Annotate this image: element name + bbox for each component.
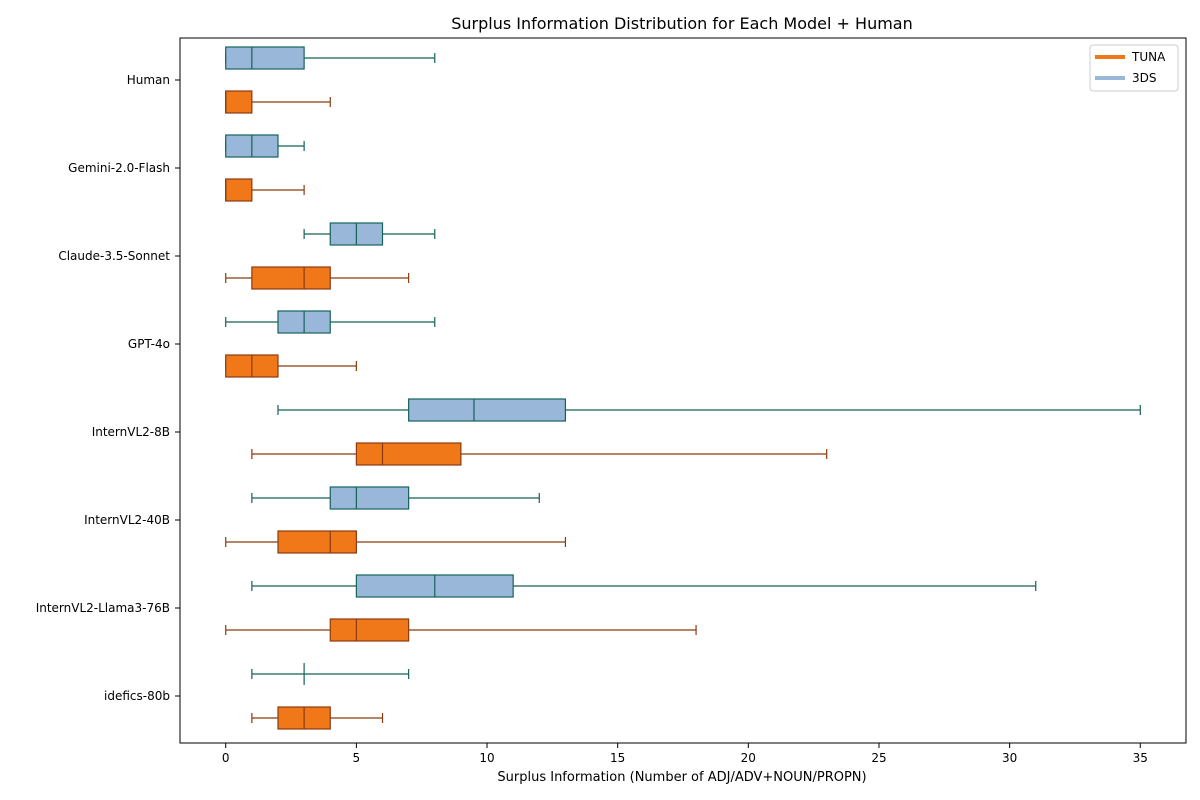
- box-iqr: [329, 618, 410, 642]
- y-tick-label: Claude-3.5-Sonnet: [58, 249, 170, 263]
- box-3ds-4: [277, 398, 1141, 422]
- x-tick-label: 35: [1133, 751, 1148, 765]
- y-tick-label: Gemini-2.0-Flash: [68, 161, 170, 175]
- box-iqr: [277, 530, 357, 554]
- y-tick-label: idefics-80b: [104, 689, 170, 703]
- y-tick-label: Human: [127, 73, 170, 87]
- chart-title: Surplus Information Distribution for Eac…: [451, 14, 913, 33]
- box-tuna-6: [225, 618, 697, 642]
- box-iqr: [225, 178, 253, 202]
- box-tuna-3: [225, 354, 357, 378]
- box-tuna-0: [225, 90, 331, 114]
- plot-frame: [179, 37, 1187, 744]
- plot-area: [225, 46, 1141, 730]
- y-tick-label: InternVL2-8B: [92, 425, 170, 439]
- y-axis: Human Gemini-2.0-Flash Claude-3.5-Sonnet GP…: [36, 73, 180, 703]
- legend-item-tuna: TUNA: [1095, 50, 1166, 64]
- box-3ds-7: [251, 663, 410, 685]
- x-tick-label: 25: [871, 751, 886, 765]
- legend-label: TUNA: [1131, 50, 1166, 64]
- x-tick-label: 15: [610, 751, 625, 765]
- box-tuna-1: [225, 178, 305, 202]
- legend-label: 3DS: [1132, 71, 1157, 85]
- x-tick-label: 30: [1002, 751, 1017, 765]
- x-axis: 0 5 10 15 20 25 30 35: [222, 743, 1148, 765]
- y-tick-label: InternVL2-Llama3-76B: [36, 601, 170, 615]
- box-iqr: [329, 486, 410, 510]
- x-tick-label: 10: [479, 751, 494, 765]
- box-iqr: [355, 442, 462, 466]
- box-tuna-5: [225, 530, 567, 554]
- box-iqr: [225, 46, 305, 70]
- box-tuna-2: [225, 266, 410, 290]
- x-tick-label: 0: [222, 751, 230, 765]
- box-3ds-5: [251, 486, 540, 510]
- box-iqr: [251, 266, 331, 290]
- legend: TUNA 3DS: [1089, 44, 1179, 92]
- box-iqr: [225, 90, 253, 114]
- box-tuna-7: [251, 706, 384, 730]
- box-iqr: [408, 398, 567, 422]
- box-3ds-0: [225, 46, 436, 70]
- box-3ds-1: [225, 134, 305, 158]
- box-3ds-2: [303, 222, 436, 246]
- x-tick-label: 20: [741, 751, 756, 765]
- y-tick-label: InternVL2-40B: [84, 513, 170, 527]
- box-3ds-3: [225, 310, 436, 334]
- x-tick-label: 5: [353, 751, 361, 765]
- x-axis-label: Surplus Information (Number of ADJ/ADV+N…: [497, 770, 866, 785]
- legend-item-3ds: 3DS: [1095, 71, 1157, 85]
- y-tick-label: GPT-4o: [128, 337, 170, 351]
- box-tuna-4: [251, 442, 828, 466]
- box-3ds-6: [251, 574, 1037, 598]
